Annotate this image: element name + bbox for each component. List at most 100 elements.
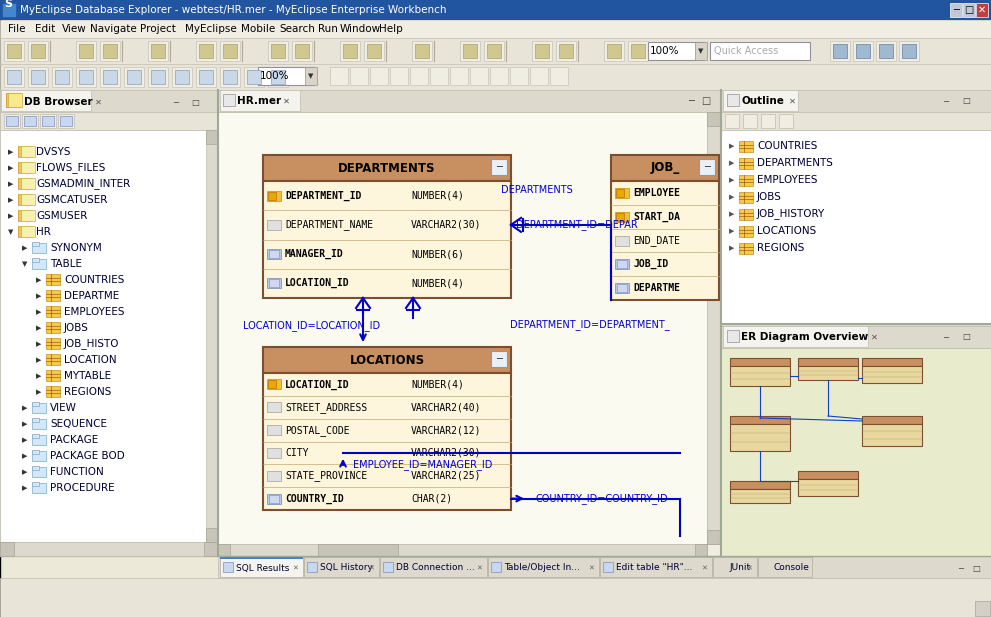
Text: ✕: ✕ xyxy=(476,565,482,571)
Bar xyxy=(707,112,721,126)
Text: DB Connection ...: DB Connection ... xyxy=(396,563,475,573)
Text: JUnit: JUnit xyxy=(729,563,750,573)
Bar xyxy=(32,243,46,253)
Bar xyxy=(32,450,39,454)
Bar xyxy=(6,93,20,107)
Bar xyxy=(723,326,868,347)
Bar xyxy=(699,159,715,175)
Bar xyxy=(46,386,60,397)
Bar xyxy=(707,530,721,544)
Bar xyxy=(830,41,850,61)
Bar xyxy=(267,494,281,503)
Bar xyxy=(55,70,69,84)
Bar xyxy=(463,44,477,58)
Bar xyxy=(0,130,218,542)
Text: VIEW: VIEW xyxy=(50,403,77,413)
Bar xyxy=(263,181,511,298)
Bar xyxy=(488,557,600,577)
Bar xyxy=(604,41,624,61)
Text: DEPARTMENTS: DEPARTMENTS xyxy=(501,184,573,195)
Text: MyEclipse Database Explorer - webtest/HR.mer - MyEclipse Enterprise Workbench: MyEclipse Database Explorer - webtest/HR… xyxy=(20,5,447,15)
Bar xyxy=(550,67,568,85)
Bar xyxy=(124,67,144,87)
Bar xyxy=(206,130,218,542)
Text: NUMBER(4): NUMBER(4) xyxy=(411,191,464,201)
Bar xyxy=(853,41,873,61)
Text: ─: ─ xyxy=(173,97,178,107)
Bar xyxy=(611,181,719,300)
Text: ▶: ▶ xyxy=(36,357,42,363)
Bar xyxy=(32,403,46,413)
Text: DVSYS: DVSYS xyxy=(36,147,70,157)
Text: ✕: ✕ xyxy=(283,96,290,106)
Bar xyxy=(271,44,285,58)
Bar xyxy=(7,44,21,58)
Text: TABLE: TABLE xyxy=(50,259,82,269)
Bar xyxy=(743,114,757,128)
Bar xyxy=(0,0,991,20)
Bar xyxy=(0,20,991,38)
Bar xyxy=(32,483,46,493)
Text: COUNTRIES: COUNTRIES xyxy=(64,275,125,285)
Bar xyxy=(2,3,16,17)
Text: ▶: ▶ xyxy=(8,165,13,171)
Text: Search: Search xyxy=(279,24,315,34)
Text: ▶: ▶ xyxy=(36,373,42,379)
Bar xyxy=(370,67,388,85)
Text: COUNTRY_ID: COUNTRY_ID xyxy=(285,494,344,503)
Text: DEPARTMENT_ID: DEPARTMENT_ID xyxy=(285,191,362,201)
Text: Window: Window xyxy=(340,24,381,34)
Text: Project: Project xyxy=(140,24,175,34)
Text: DEPARTMENT_NAME: DEPARTMENT_NAME xyxy=(285,220,374,230)
Bar xyxy=(607,44,621,58)
Text: SQL History: SQL History xyxy=(320,563,373,573)
Bar xyxy=(172,67,192,87)
Text: POSTAL_CODE: POSTAL_CODE xyxy=(285,424,350,436)
Bar xyxy=(32,258,39,262)
Bar xyxy=(175,70,189,84)
Bar xyxy=(32,434,39,438)
Text: ▼: ▼ xyxy=(699,48,704,54)
Bar xyxy=(32,451,46,461)
Bar xyxy=(862,424,922,446)
Bar xyxy=(615,212,629,222)
Bar xyxy=(0,112,218,130)
Text: DEPARTMENT_ID=DEPARTMENT_: DEPARTMENT_ID=DEPARTMENT_ xyxy=(510,320,670,331)
Bar xyxy=(559,44,573,58)
Bar xyxy=(58,114,74,128)
Text: ▶: ▶ xyxy=(36,277,42,283)
Bar xyxy=(24,116,36,126)
Bar xyxy=(21,146,35,157)
Bar xyxy=(206,130,218,144)
Bar xyxy=(530,67,548,85)
Bar xyxy=(151,44,165,58)
Bar xyxy=(721,112,991,130)
Text: JOB_HISTO: JOB_HISTO xyxy=(64,339,120,349)
Text: ─: ─ xyxy=(943,96,948,106)
Bar xyxy=(390,67,408,85)
Bar xyxy=(876,41,896,61)
Bar xyxy=(269,250,279,258)
Bar xyxy=(46,274,60,285)
Text: END_DATE: END_DATE xyxy=(633,235,680,246)
Bar xyxy=(470,67,488,85)
Bar xyxy=(4,67,24,87)
Bar xyxy=(28,67,48,87)
Bar xyxy=(18,162,32,173)
Bar xyxy=(8,93,22,107)
Text: □: □ xyxy=(964,5,973,15)
Text: DEPARTMENTS: DEPARTMENTS xyxy=(757,158,832,168)
Bar xyxy=(758,557,813,577)
Text: ✕: ✕ xyxy=(292,565,298,571)
Text: START_DA: START_DA xyxy=(633,212,680,222)
Bar xyxy=(963,3,975,17)
Bar xyxy=(305,67,317,85)
Text: View: View xyxy=(62,24,87,34)
Bar xyxy=(615,283,629,293)
Text: Table/Object In...: Table/Object In... xyxy=(503,563,580,573)
Bar xyxy=(269,280,279,288)
Text: ▶: ▶ xyxy=(22,485,28,491)
Bar xyxy=(739,192,753,203)
Bar xyxy=(103,44,117,58)
Bar xyxy=(535,44,549,58)
